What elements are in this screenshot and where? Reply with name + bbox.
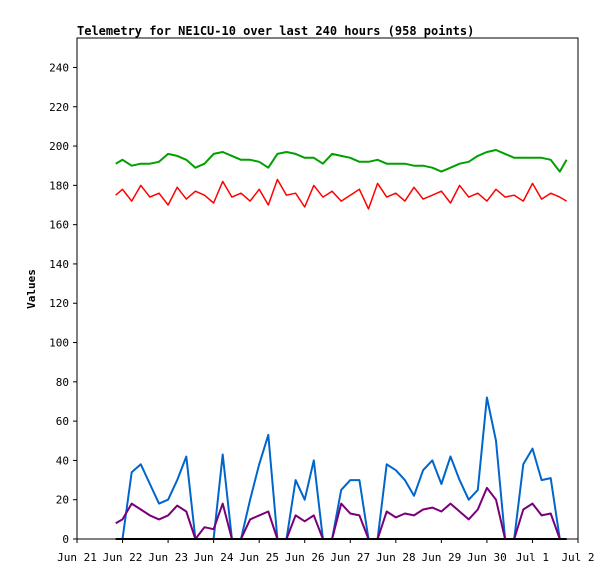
y-tick-label: 220 [49, 101, 69, 114]
x-tick-label: Jul 1 [516, 551, 549, 564]
y-tick-label: 80 [56, 376, 69, 389]
y-tick-label: 200 [49, 140, 69, 153]
y-tick-label: 100 [49, 337, 69, 350]
x-tick-label: Jun 26 [285, 551, 325, 564]
y-axis: 0 20 40 60 80 100 120 140 160 180 200 220 240 [49, 61, 77, 546]
series-line-3 [115, 486, 567, 540]
plot-frame [76, 37, 579, 540]
x-tick-label: Jun 28 [376, 551, 416, 564]
series-line-0 [115, 178, 567, 210]
y-tick-label: 180 [49, 179, 69, 192]
y-tick-label: 60 [56, 415, 69, 428]
chart-title: Telemetry for NE1CU-10 over last 240 hou… [77, 24, 474, 38]
x-tick-label: Jun 29 [421, 551, 461, 564]
y-tick-label: 140 [49, 258, 69, 271]
x-tick-label: Jun 21 [57, 551, 97, 564]
series-layer [115, 149, 568, 540]
x-axis: Jun 21 Jun 22 Jun 23 Jun 24 Jun 25 Jun 26 Jun … [57, 539, 595, 564]
y-tick-label: 0 [62, 533, 69, 546]
x-tick-label: Jun 24 [194, 551, 234, 564]
series-line-2 [115, 396, 567, 540]
x-tick-label: Jun 25 [239, 551, 279, 564]
y-tick-label: 40 [56, 454, 69, 467]
series-line-1 [115, 149, 568, 173]
x-tick-label: Jul 2 [561, 551, 594, 564]
x-tick-label: Jun 22 [103, 551, 143, 564]
y-tick-label: 120 [49, 297, 69, 310]
y-tick-label: 160 [49, 219, 69, 232]
x-tick-label: Jun 23 [148, 551, 188, 564]
x-tick-label: Jun 30 [467, 551, 507, 564]
y-tick-label: 240 [49, 61, 69, 74]
x-tick-label: Jun 27 [330, 551, 370, 564]
y-axis-label: Values [25, 269, 38, 309]
y-tick-label: 20 [56, 494, 69, 507]
